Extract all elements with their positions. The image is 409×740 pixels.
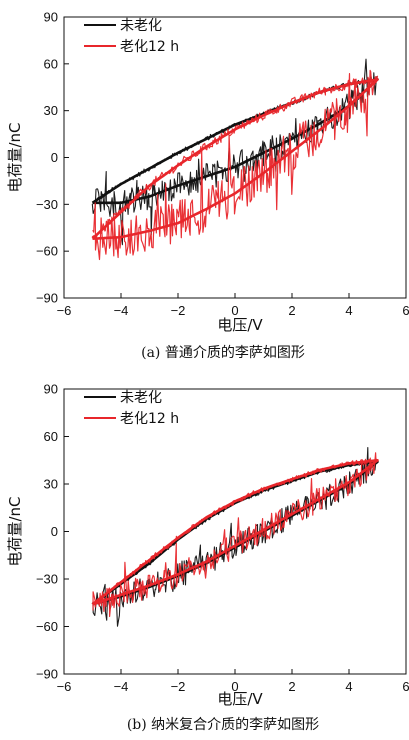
legend-label: 未老化 xyxy=(120,390,162,406)
y-tick-label: 60 xyxy=(44,429,58,444)
x-tick-label: 0 xyxy=(231,679,238,694)
x-tick-label: −4 xyxy=(114,679,129,694)
legend-label: 老化12 h xyxy=(120,411,179,427)
axes-frame xyxy=(63,388,407,675)
figure-caption: (a) 普通介质的李萨如图形 xyxy=(141,345,305,361)
chart-panel-a: −6 −4 −2 0 2 4 6 90 60 30 0 −30 −60 −90 电压/V 电荷量/nC 未老化老… xyxy=(6,10,409,362)
y-axis-label: 电荷量/nC xyxy=(6,496,24,566)
y-tick-label: −30 xyxy=(36,197,58,212)
y-tick-label: 30 xyxy=(44,477,58,492)
series-core-aged-12h xyxy=(91,458,379,606)
legend-label: 老化12 h xyxy=(120,39,179,55)
figure-caption: (b) 纳米复合介质的李萨如图形 xyxy=(127,716,319,733)
y-tick-label: 60 xyxy=(44,56,58,71)
axes-frame xyxy=(63,16,407,299)
x-tick-label: −2 xyxy=(171,303,186,318)
y-tick-label: −60 xyxy=(36,244,58,259)
x-tick-label: 2 xyxy=(288,303,295,318)
x-tick-label: 4 xyxy=(345,303,352,318)
y-tick-label: 0 xyxy=(51,524,58,539)
y-tick-label: −60 xyxy=(36,619,58,634)
chart-panel-b: −6 −4 −2 0 2 4 6 90 60 30 0 −30 −60 −90 电压/V 电荷量/nC 未老化老… xyxy=(6,382,409,734)
x-tick-label: −6 xyxy=(57,303,72,318)
x-tick-label: 2 xyxy=(288,679,295,694)
y-tick-label: 90 xyxy=(44,382,58,397)
y-tick-label: −90 xyxy=(36,667,58,682)
x-tick-label: 6 xyxy=(402,303,409,318)
x-tick-label: 4 xyxy=(345,679,352,694)
y-tick-label: 0 xyxy=(51,150,58,165)
x-tick-label: −2 xyxy=(171,679,186,694)
y-axis-label: 电荷量/nC xyxy=(6,122,24,192)
x-tick-label: −6 xyxy=(57,679,72,694)
x-tick-label: 6 xyxy=(402,679,409,694)
y-tick-label: −30 xyxy=(36,572,58,587)
series-core-unaged xyxy=(91,78,379,205)
y-tick-label: 90 xyxy=(44,10,58,25)
x-tick-label: 0 xyxy=(231,303,238,318)
x-axis-label: 电压/V xyxy=(217,316,263,334)
legend-label: 未老化 xyxy=(120,18,162,34)
x-axis-label: 电压/V xyxy=(217,690,263,708)
series-core-aged-12h xyxy=(91,78,379,240)
y-tick-label: −90 xyxy=(36,291,58,306)
y-tick-label: 30 xyxy=(44,103,58,118)
x-tick-label: −4 xyxy=(114,303,129,318)
